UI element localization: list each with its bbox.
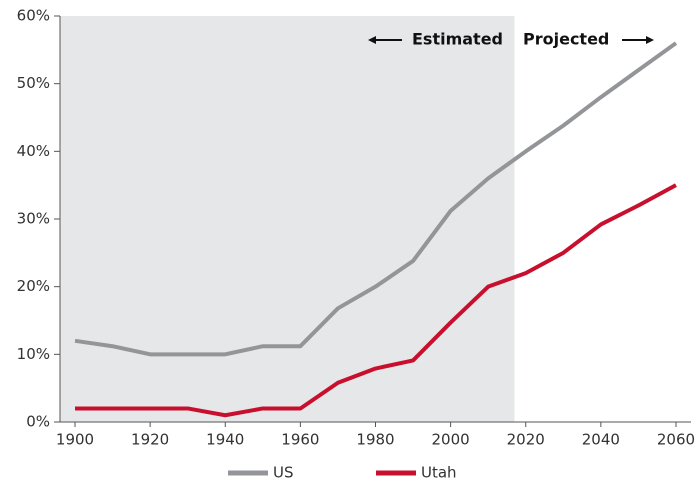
legend-label: US [273, 464, 294, 482]
x-tick-label: 1940 [206, 431, 244, 449]
x-tick-label: 1960 [281, 431, 319, 449]
x-tick-label: 1980 [356, 431, 394, 449]
legend-label: Utah [421, 464, 457, 482]
y-tick-label: 50% [17, 74, 50, 92]
y-tick-label: 60% [17, 7, 50, 25]
x-tick-label: 2060 [657, 431, 695, 449]
x-tick-label: 2020 [507, 431, 545, 449]
shaded-region [60, 16, 515, 422]
y-tick-label: 30% [17, 210, 50, 228]
arrow-head [646, 36, 654, 44]
series-line [75, 183, 677, 418]
arrow-head [368, 36, 376, 44]
x-tick-label: 2040 [582, 431, 620, 449]
series-line [74, 41, 678, 357]
x-tick-label: 1920 [131, 431, 169, 449]
x-tick-label: 1900 [56, 431, 94, 449]
y-tick-label: 10% [17, 345, 50, 363]
annotation: Estimated [412, 30, 503, 49]
y-tick-label: 20% [17, 277, 50, 295]
y-tick-label: 40% [17, 142, 50, 160]
x-tick-label: 2000 [432, 431, 470, 449]
y-tick-label: 0% [26, 413, 50, 431]
annotation: Projected [523, 30, 609, 49]
